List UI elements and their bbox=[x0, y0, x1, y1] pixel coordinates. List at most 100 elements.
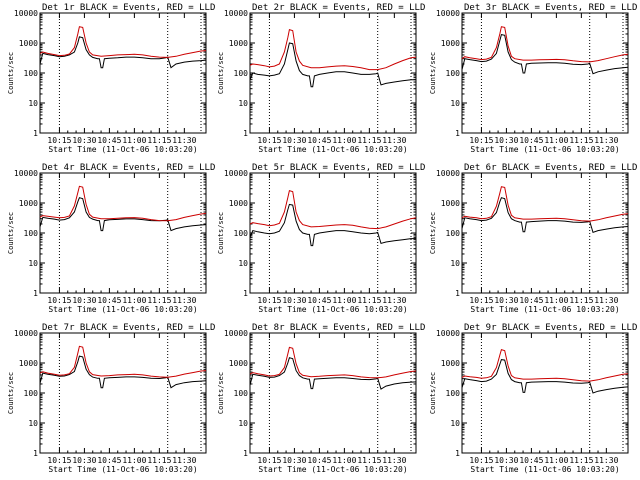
y-axis-label: Counts/sec bbox=[7, 372, 15, 414]
x-tick-label: 10:30 bbox=[494, 296, 518, 305]
x-tick-label: 10:45 bbox=[519, 296, 543, 305]
chart-title: Det 7r BLACK = Events, RED = LLD bbox=[42, 323, 215, 333]
x-tick-label: 10:30 bbox=[282, 456, 306, 465]
y-tick-label: 100 bbox=[24, 69, 39, 78]
x-tick-label: 10:15 bbox=[469, 136, 493, 145]
y-axis-label: Counts/sec bbox=[7, 52, 15, 94]
x-tick-label: 11:30 bbox=[594, 456, 618, 465]
x-tick-label: 10:30 bbox=[72, 456, 96, 465]
x-tick-label: 10:15 bbox=[47, 456, 71, 465]
y-axis-label: Counts/sec bbox=[7, 212, 15, 254]
x-axis-label: Start Time (11-Oct-06 10:03:20) bbox=[48, 145, 197, 154]
x-tick-label: 11:30 bbox=[172, 456, 196, 465]
y-tick-label: 100 bbox=[446, 229, 461, 238]
chart-panel: Det 9r BLACK = Events, RED = LLD 1 10 100 10… bbox=[429, 323, 637, 474]
chart-title: Det 3r BLACK = Events, RED = LLD bbox=[464, 3, 637, 13]
plot-frame bbox=[249, 12, 417, 134]
y-tick-label: 100 bbox=[24, 229, 39, 238]
y-tick-label: 10 bbox=[238, 419, 248, 428]
x-tick-label: 10:30 bbox=[494, 136, 518, 145]
chart-panel: Det 1r BLACK = Events, RED = LLD 1 10 100 10… bbox=[7, 3, 215, 154]
series-line bbox=[39, 36, 207, 69]
series-line bbox=[39, 197, 207, 232]
x-tick-label: 11:00 bbox=[544, 456, 568, 465]
series-line bbox=[249, 42, 416, 88]
x-tick-label: 10:30 bbox=[72, 296, 96, 305]
chart-title: Det 6r BLACK = Events, RED = LLD bbox=[464, 163, 637, 173]
y-tick-label: 10 bbox=[28, 99, 38, 108]
y-tick-label: 1 bbox=[243, 289, 248, 298]
x-tick-label: 10:45 bbox=[97, 456, 121, 465]
chart-title: Det 5r BLACK = Events, RED = LLD bbox=[252, 163, 425, 173]
y-tick-label: 10000 bbox=[224, 9, 248, 18]
series-line bbox=[461, 197, 629, 234]
y-axis-label: Counts/sec bbox=[429, 372, 437, 414]
series-line bbox=[39, 355, 207, 389]
y-tick-label: 100 bbox=[234, 69, 249, 78]
chart-panel: Det 3r BLACK = Events, RED = LLD 1 10 100 10… bbox=[429, 3, 637, 154]
y-tick-label: 10000 bbox=[14, 329, 38, 338]
x-tick-label: 10:45 bbox=[519, 136, 543, 145]
y-tick-label: 1000 bbox=[441, 39, 460, 48]
chart-title: Det 8r BLACK = Events, RED = LLD bbox=[252, 323, 425, 333]
y-tick-label: 1 bbox=[33, 289, 38, 298]
y-tick-label: 1000 bbox=[441, 199, 460, 208]
plot-frame bbox=[461, 332, 629, 454]
x-tick-label: 10:15 bbox=[257, 296, 281, 305]
x-tick-label: 10:45 bbox=[307, 136, 331, 145]
chart-panel: Det 7r BLACK = Events, RED = LLD 1 10 100 10… bbox=[7, 323, 215, 474]
x-tick-label: 11:30 bbox=[172, 296, 196, 305]
y-tick-label: 10000 bbox=[224, 329, 248, 338]
x-tick-label: 11:15 bbox=[147, 136, 171, 145]
y-axis-label: Counts/sec bbox=[217, 52, 225, 94]
y-tick-label: 1 bbox=[455, 289, 460, 298]
y-tick-label: 10 bbox=[450, 99, 460, 108]
y-tick-label: 10000 bbox=[436, 9, 460, 18]
y-tick-label: 10000 bbox=[436, 169, 460, 178]
series-line bbox=[249, 346, 417, 379]
chart-panel: Det 8r BLACK = Events, RED = LLD 1 10 100 10… bbox=[217, 323, 425, 474]
x-tick-label: 11:15 bbox=[569, 136, 593, 145]
chart-panel: Det 4r BLACK = Events, RED = LLD 1 10 100 10… bbox=[7, 163, 215, 314]
x-tick-label: 10:15 bbox=[469, 296, 493, 305]
x-tick-label: 11:30 bbox=[594, 136, 618, 145]
x-axis-label: Start Time (11-Oct-06 10:03:20) bbox=[258, 465, 407, 474]
x-tick-label: 10:30 bbox=[72, 136, 96, 145]
chart-title: Det 9r BLACK = Events, RED = LLD bbox=[464, 323, 637, 333]
x-axis-label: Start Time (11-Oct-06 10:03:20) bbox=[470, 305, 619, 314]
series-line bbox=[39, 26, 207, 58]
x-tick-label: 10:15 bbox=[47, 296, 71, 305]
x-tick-label: 10:15 bbox=[257, 456, 281, 465]
x-tick-label: 11:15 bbox=[357, 456, 381, 465]
x-tick-label: 10:30 bbox=[494, 456, 518, 465]
chart-title: Det 2r BLACK = Events, RED = LLD bbox=[252, 3, 425, 13]
y-axis-label: Counts/sec bbox=[217, 372, 225, 414]
y-tick-label: 1 bbox=[455, 129, 460, 138]
y-tick-label: 1 bbox=[455, 449, 460, 458]
x-tick-label: 10:15 bbox=[469, 456, 493, 465]
y-axis-label: Counts/sec bbox=[429, 52, 437, 94]
x-tick-label: 10:45 bbox=[97, 296, 121, 305]
y-tick-label: 1000 bbox=[19, 199, 38, 208]
y-tick-label: 1 bbox=[243, 449, 248, 458]
x-axis-label: Start Time (11-Oct-06 10:03:20) bbox=[258, 145, 407, 154]
y-tick-label: 1 bbox=[33, 449, 38, 458]
x-tick-label: 10:45 bbox=[307, 456, 331, 465]
y-tick-label: 1 bbox=[243, 129, 248, 138]
y-tick-label: 1000 bbox=[229, 359, 248, 368]
x-tick-label: 11:15 bbox=[569, 296, 593, 305]
series-line bbox=[249, 28, 417, 71]
series-line bbox=[249, 203, 416, 247]
x-tick-label: 11:15 bbox=[569, 456, 593, 465]
series-line bbox=[461, 359, 629, 394]
plot-frame bbox=[39, 12, 207, 134]
x-tick-label: 11:00 bbox=[544, 296, 568, 305]
x-tick-label: 11:00 bbox=[332, 136, 356, 145]
y-tick-label: 10000 bbox=[224, 169, 248, 178]
series-line bbox=[249, 357, 417, 390]
x-tick-label: 11:00 bbox=[332, 296, 356, 305]
series-line bbox=[249, 189, 417, 230]
x-tick-label: 11:00 bbox=[332, 456, 356, 465]
plot-frame bbox=[39, 332, 207, 454]
